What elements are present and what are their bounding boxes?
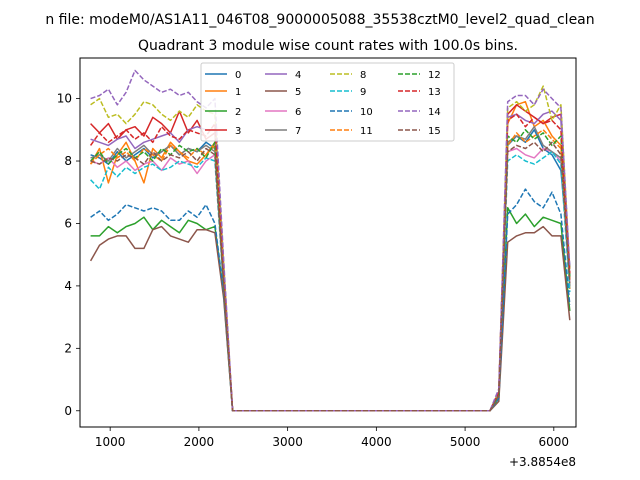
legend-label-6: 6	[295, 107, 301, 118]
legend-label-15: 15	[428, 126, 441, 137]
series-line-1	[89, 100, 571, 412]
y-tick-label: 8	[64, 154, 72, 168]
x-offset-label: +3.8854e8	[509, 455, 576, 469]
chart-title: Quadrant 3 module wise count rates with …	[138, 38, 518, 54]
series-line-5	[89, 225, 571, 412]
legend-label-13: 13	[428, 87, 441, 98]
legend-label-7: 7	[295, 126, 301, 137]
legend-label-14: 14	[428, 107, 441, 118]
y-tick-label: 0	[64, 404, 72, 418]
legend-label-8: 8	[360, 70, 366, 81]
y-tick-label: 2	[64, 341, 72, 355]
legend-label-5: 5	[295, 87, 301, 98]
x-tick-label: 3000	[272, 435, 303, 449]
series-line-10	[90, 188, 571, 412]
series-line-15	[90, 141, 571, 412]
legend-label-12: 12	[428, 70, 441, 81]
legend-label-2: 2	[235, 107, 241, 118]
series-line-0	[90, 129, 571, 412]
y-axis: 0 2 4 6 8 10	[57, 92, 80, 418]
series-line-12	[90, 129, 571, 412]
series-line-2	[90, 207, 571, 412]
plot-frame	[79, 57, 577, 428]
x-tick-label: 5000	[450, 435, 481, 449]
legend-label-4: 4	[295, 70, 301, 81]
x-axis: 1000 2000 3000 4000 5000 6000	[95, 427, 569, 449]
x-tick-label: 1000	[95, 435, 126, 449]
series-layer	[89, 69, 571, 412]
legend-label-1: 1	[235, 87, 241, 98]
legend-label-11: 11	[360, 126, 373, 137]
figure-suptitle: n file: modeM0/AS1A11_046T08_9000005088_…	[45, 12, 594, 28]
legend-label-9: 9	[360, 87, 366, 98]
series-line-9	[90, 150, 571, 412]
legend-label-0: 0	[235, 70, 241, 81]
series-line-6	[90, 147, 571, 412]
y-tick-label: 10	[57, 92, 72, 106]
legend-box	[200, 62, 455, 142]
legend-label-3: 3	[235, 126, 241, 137]
y-tick-label: 6	[64, 216, 72, 230]
y-tick-label: 4	[64, 279, 72, 293]
x-tick-label: 6000	[539, 435, 570, 449]
x-tick-label: 2000	[184, 435, 215, 449]
legend-label-10: 10	[360, 107, 373, 118]
x-tick-label: 4000	[361, 435, 392, 449]
series-line-11	[90, 129, 571, 412]
